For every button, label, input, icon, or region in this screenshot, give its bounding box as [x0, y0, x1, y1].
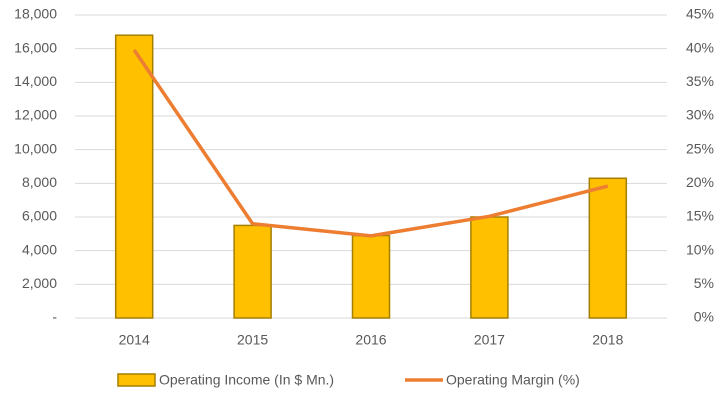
bar: [114, 34, 154, 319]
y2-tick-label: 5%: [694, 275, 714, 291]
y-tick-label: 14,000: [14, 73, 57, 89]
y2-tick-label: 35%: [686, 73, 714, 89]
y-tick-label: -: [52, 309, 57, 325]
x-tick-label: 2018: [592, 332, 623, 348]
y-tick-label: 18,000: [14, 6, 57, 22]
legend-swatch: [117, 373, 156, 387]
y2-tick-label: 0%: [694, 309, 714, 325]
bar: [351, 234, 391, 319]
x-tick-label: 2014: [119, 332, 150, 348]
y2-tick-label: 40%: [686, 39, 714, 55]
y-tick-label: 8,000: [22, 174, 57, 190]
legend-label: Operating Margin (%): [446, 372, 580, 388]
y2-tick-label: 20%: [686, 174, 714, 190]
y-tick-label: 2,000: [22, 275, 57, 291]
x-tick-label: 2016: [355, 332, 386, 348]
y-tick-label: 16,000: [14, 39, 57, 55]
y2-tick-label: 10%: [686, 241, 714, 257]
bar: [233, 224, 272, 319]
y-tick-label: 4,000: [22, 241, 57, 257]
y-tick-label: 6,000: [22, 208, 57, 224]
x-tick-label: 2015: [237, 332, 268, 348]
line: [132, 49, 609, 238]
legend-label: Operating Income (In $ Mn.): [159, 372, 334, 388]
y2-tick-label: 15%: [686, 208, 714, 224]
y2-tick-label: 30%: [686, 107, 714, 123]
x-tick-label: 2017: [474, 332, 505, 348]
bar: [588, 177, 628, 319]
y2-tick-label: 25%: [686, 140, 714, 156]
y2-tick-label: 45%: [686, 6, 714, 22]
y-tick-label: 10,000: [14, 140, 57, 156]
y-tick-label: 12,000: [14, 107, 57, 123]
bar: [470, 216, 509, 319]
